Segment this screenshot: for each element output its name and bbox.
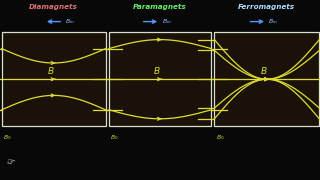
Bar bbox=[109, 32, 211, 126]
Text: $B_{in}$: $B_{in}$ bbox=[268, 17, 278, 26]
Text: $B_{in}$: $B_{in}$ bbox=[65, 17, 75, 26]
Text: $B_0$: $B_0$ bbox=[110, 133, 119, 142]
Text: $B_0$: $B_0$ bbox=[216, 133, 225, 142]
Text: $B$: $B$ bbox=[47, 65, 54, 76]
Text: $B$: $B$ bbox=[153, 65, 161, 76]
Text: Ferromagnets: Ferromagnets bbox=[238, 4, 295, 10]
Bar bbox=[2, 32, 106, 126]
Text: $B_0$: $B_0$ bbox=[3, 133, 12, 142]
Text: Paramagnets: Paramagnets bbox=[133, 4, 187, 10]
Text: ☞: ☞ bbox=[4, 156, 15, 168]
Text: $B$: $B$ bbox=[260, 65, 268, 76]
Text: $B_{in}$: $B_{in}$ bbox=[162, 17, 172, 26]
Text: Diamagnets: Diamagnets bbox=[29, 4, 78, 10]
Bar bbox=[214, 32, 319, 126]
